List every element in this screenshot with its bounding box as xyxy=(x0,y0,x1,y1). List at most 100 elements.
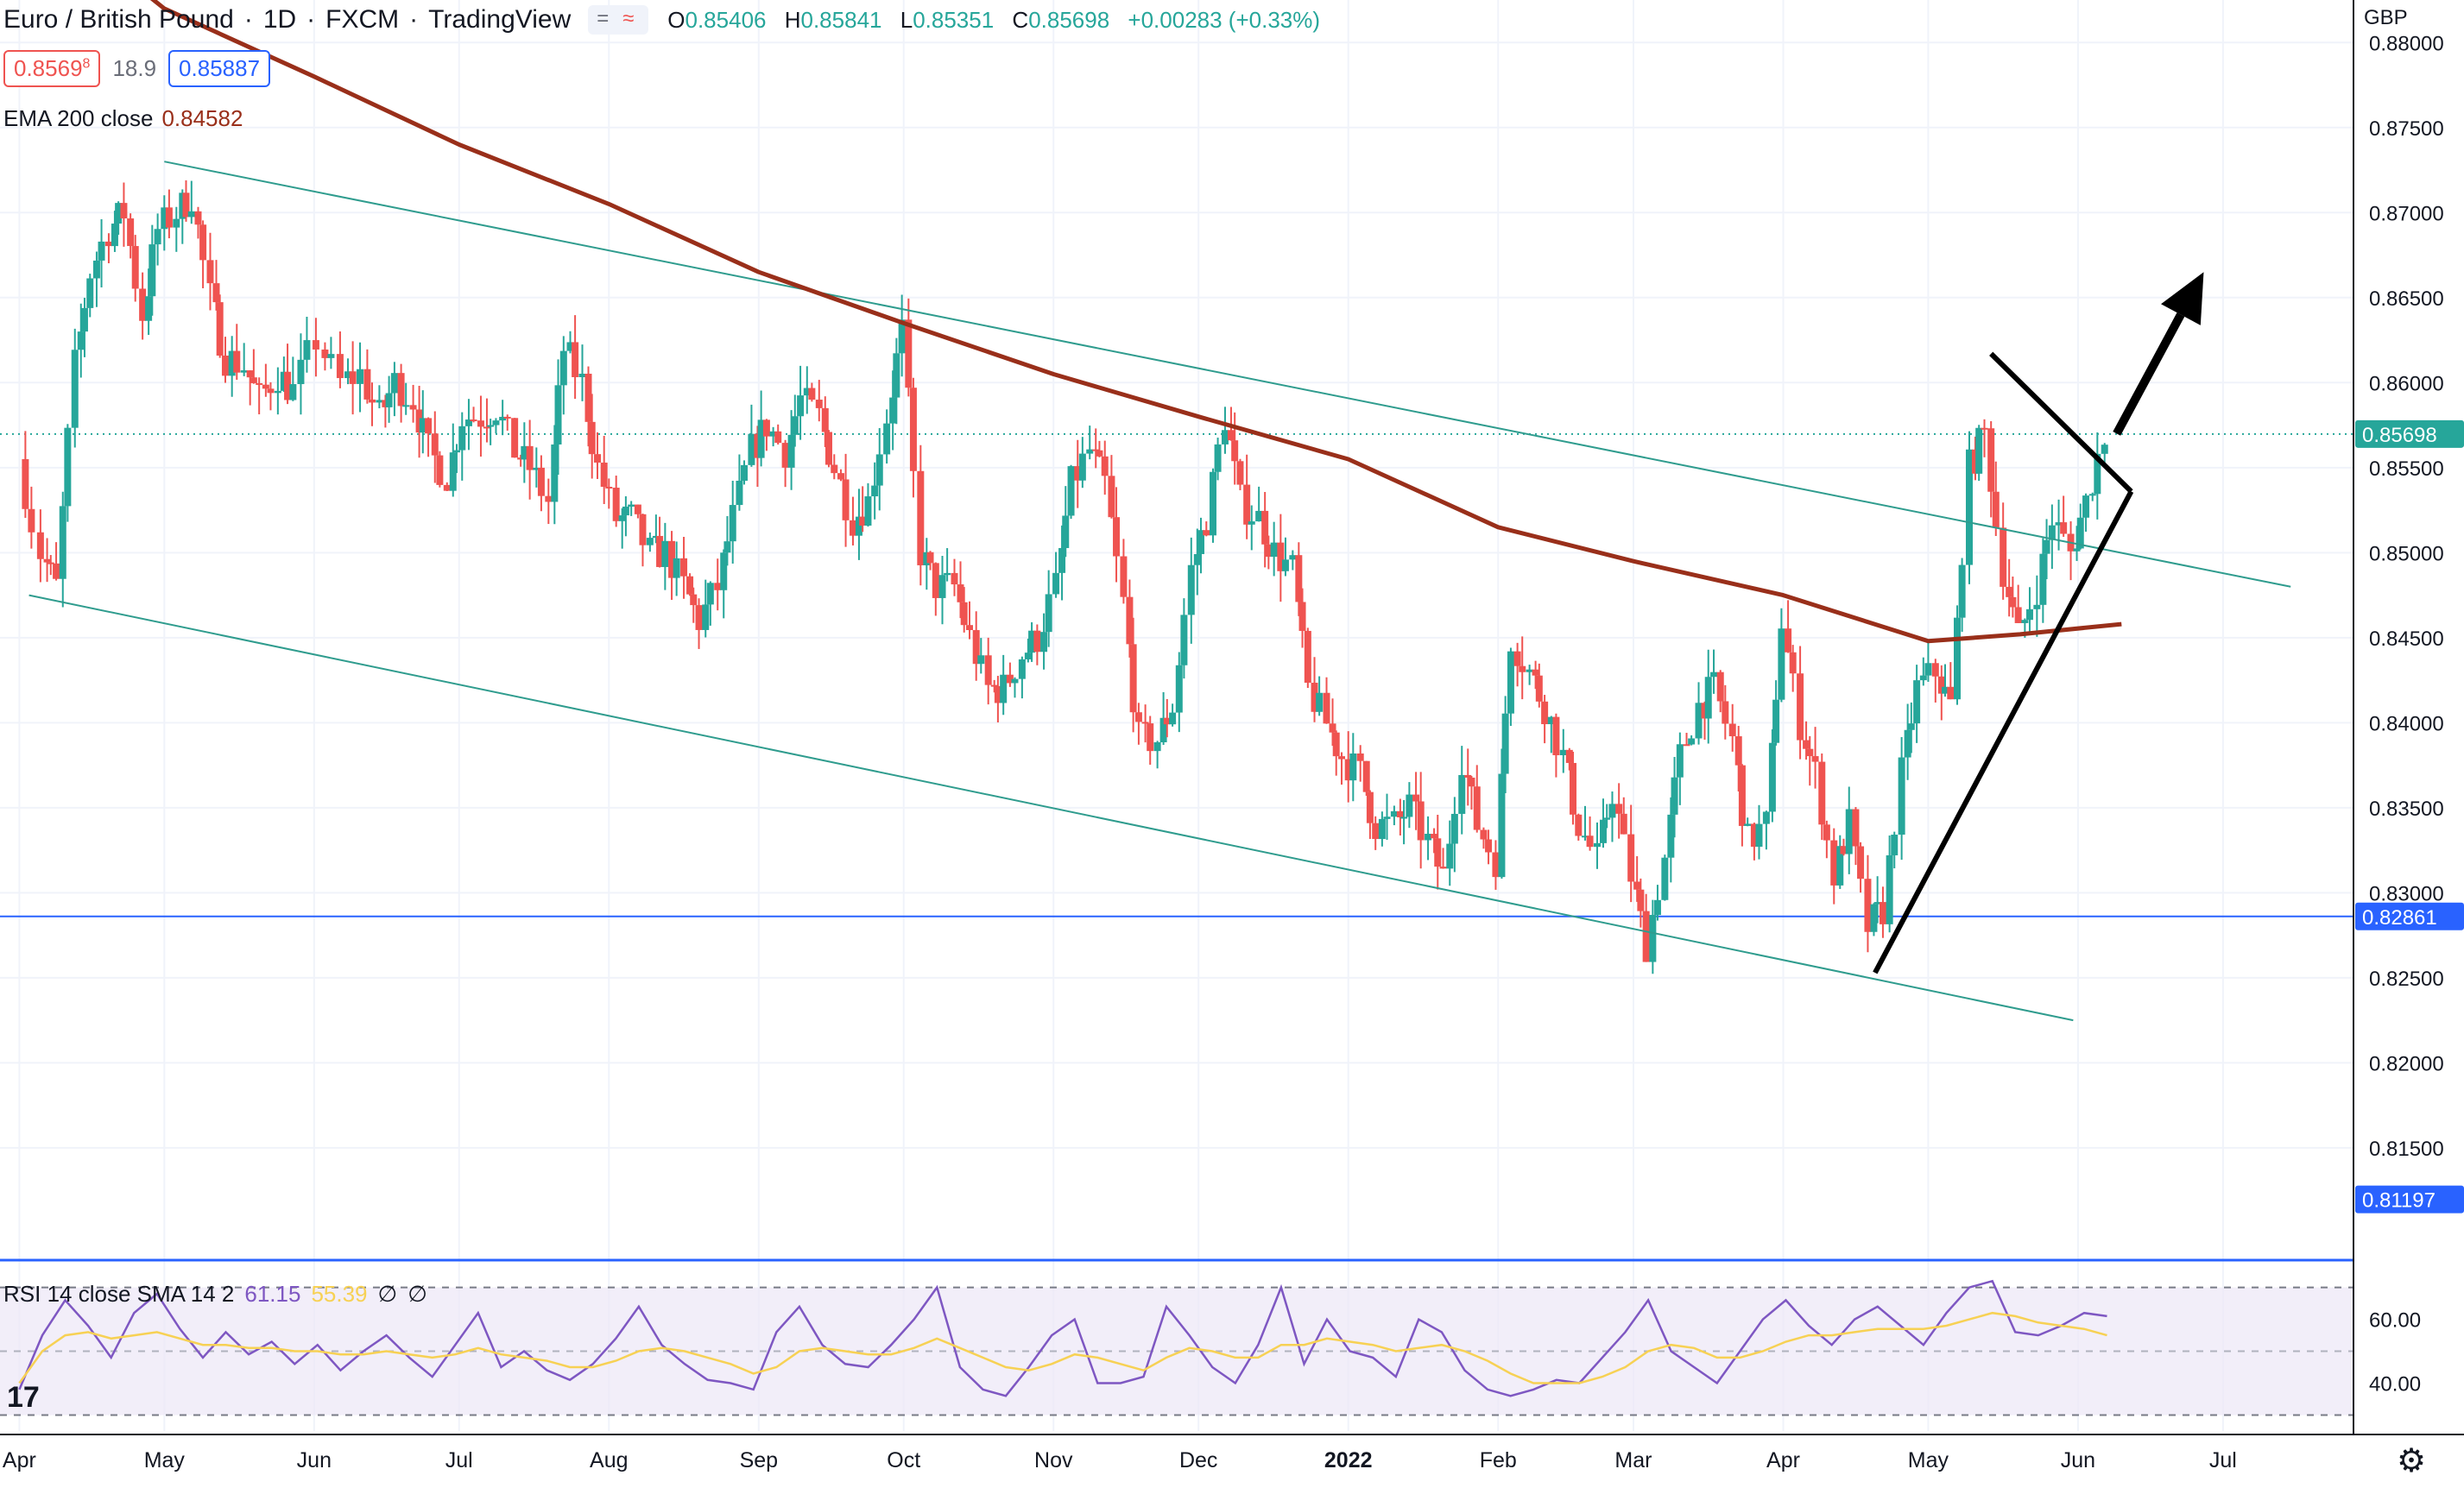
candle-body xyxy=(1439,867,1447,869)
candle-body xyxy=(1074,466,1082,481)
candle-body xyxy=(984,655,992,685)
candle-body xyxy=(864,496,872,526)
candle-body xyxy=(92,260,100,279)
candle-body xyxy=(402,405,410,407)
arrow-shaft[interactable] xyxy=(2113,312,2185,436)
candle-body xyxy=(748,433,755,465)
rsi-legend[interactable]: RSI 14 close SMA 14 2 61.15 55.39 ∅ ∅ xyxy=(3,1281,427,1308)
candle-body xyxy=(1870,904,1878,932)
candle-body xyxy=(2094,453,2101,495)
candle-body xyxy=(1695,703,1703,739)
candle-body xyxy=(1559,749,1567,755)
candle-body xyxy=(584,373,592,422)
candle-body xyxy=(1193,553,1201,565)
time-tick-label: Jun xyxy=(2061,1448,2095,1472)
sell-button[interactable]: 0.85698 xyxy=(3,50,101,87)
candle-body xyxy=(419,418,426,433)
rsi-value: 61.15 xyxy=(244,1281,301,1307)
candle-body xyxy=(1891,835,1899,855)
candle-body xyxy=(673,558,680,578)
candle-body xyxy=(1175,665,1183,713)
candle-body xyxy=(80,307,88,332)
candle-body xyxy=(1236,461,1244,485)
candle-body xyxy=(233,350,241,373)
candle-body xyxy=(1316,692,1324,712)
candle-body xyxy=(842,479,850,520)
candle-body xyxy=(221,355,229,376)
candle-body xyxy=(1400,817,1408,819)
time-tick-label: 2022 xyxy=(1324,1448,1373,1472)
gear-icon[interactable]: ⚙ xyxy=(2397,1443,2427,1479)
candle-body xyxy=(1332,732,1340,757)
candle-body xyxy=(1547,716,1555,725)
arrow-up-icon[interactable] xyxy=(2161,272,2204,325)
candle-body xyxy=(533,467,540,470)
candle-body xyxy=(1255,510,1263,522)
wave-icon: ≈ xyxy=(622,7,635,30)
buy-button[interactable]: 0.85887 xyxy=(168,50,271,87)
candle-body xyxy=(1653,899,1661,916)
symbol-name[interactable]: Euro / British Pound xyxy=(3,5,234,34)
resistance-trend-line[interactable] xyxy=(1989,351,2133,494)
rsi-sma-line xyxy=(18,1311,2107,1384)
candle-body xyxy=(1755,823,1763,848)
candle-body xyxy=(628,504,635,507)
time-tick-label: Oct xyxy=(887,1448,920,1472)
candle-body xyxy=(926,552,934,564)
candle-body xyxy=(1958,564,1966,618)
candle-body xyxy=(349,371,357,384)
ema-200-line xyxy=(149,0,2122,644)
candle-body xyxy=(1649,915,1657,962)
candle-body xyxy=(98,241,105,261)
candle-body xyxy=(1971,449,1979,474)
channel-upper-line[interactable] xyxy=(164,161,2291,588)
candle-body xyxy=(1067,466,1075,516)
candle-body xyxy=(2025,608,2033,621)
price-tick-label: 0.87000 xyxy=(2369,202,2444,225)
price-tick-label: 0.86500 xyxy=(2369,287,2444,311)
candle-body xyxy=(1857,846,1865,880)
candle-body xyxy=(1227,430,1235,441)
candle-body xyxy=(1458,774,1466,814)
candle-body xyxy=(1541,701,1549,725)
candle-body xyxy=(803,388,811,396)
time-axis[interactable]: Apr May Jun Jul Aug Sep Oct Nov Dec 2022 Feb Mar Apr… xyxy=(3,1448,2237,1472)
price-axis[interactable]: 0.88000 0.87500 0.87000 0.86500 0.86000 0.855… xyxy=(2369,32,2444,1396)
interval-label[interactable]: 1D xyxy=(262,5,297,34)
candle-body xyxy=(736,480,743,506)
candle-body xyxy=(1248,521,1255,525)
candle-body xyxy=(646,538,654,545)
candle-body xyxy=(458,426,466,451)
ema-value: 0.84582 xyxy=(161,105,243,131)
pane-price-tag-bg xyxy=(2355,1185,2464,1214)
candle-body xyxy=(327,354,335,358)
candle-body xyxy=(537,467,545,496)
candle-body xyxy=(1836,846,1844,886)
candle-body xyxy=(1513,651,1521,666)
candle-body xyxy=(1221,430,1229,445)
candle-body xyxy=(165,207,173,228)
candle-body xyxy=(1045,594,1052,633)
candle-body xyxy=(336,354,344,379)
candle-body xyxy=(859,516,867,526)
support-trend-line[interactable] xyxy=(1873,489,2134,974)
candle-body xyxy=(1886,854,1893,924)
candle-body xyxy=(690,594,698,606)
market-status-chip[interactable]: = ≈ xyxy=(588,5,649,35)
candle-body xyxy=(1304,630,1311,683)
candle-body xyxy=(729,505,736,542)
tradingview-logo[interactable]: 17 xyxy=(7,1378,47,1415)
candle-body xyxy=(145,296,153,321)
channel-lower-line[interactable] xyxy=(28,594,2074,1022)
candle-body xyxy=(2060,522,2068,534)
candle-body xyxy=(369,399,376,403)
price-tick-label: 0.84000 xyxy=(2369,712,2444,735)
candle-body xyxy=(1734,736,1742,766)
ema-label: EMA 200 close xyxy=(3,105,154,131)
ema-legend[interactable]: EMA 200 close 0.84582 xyxy=(3,105,243,132)
candle-body xyxy=(1864,879,1872,932)
candle-body xyxy=(280,371,287,391)
candle-body xyxy=(206,260,214,284)
candle-body xyxy=(499,416,507,421)
